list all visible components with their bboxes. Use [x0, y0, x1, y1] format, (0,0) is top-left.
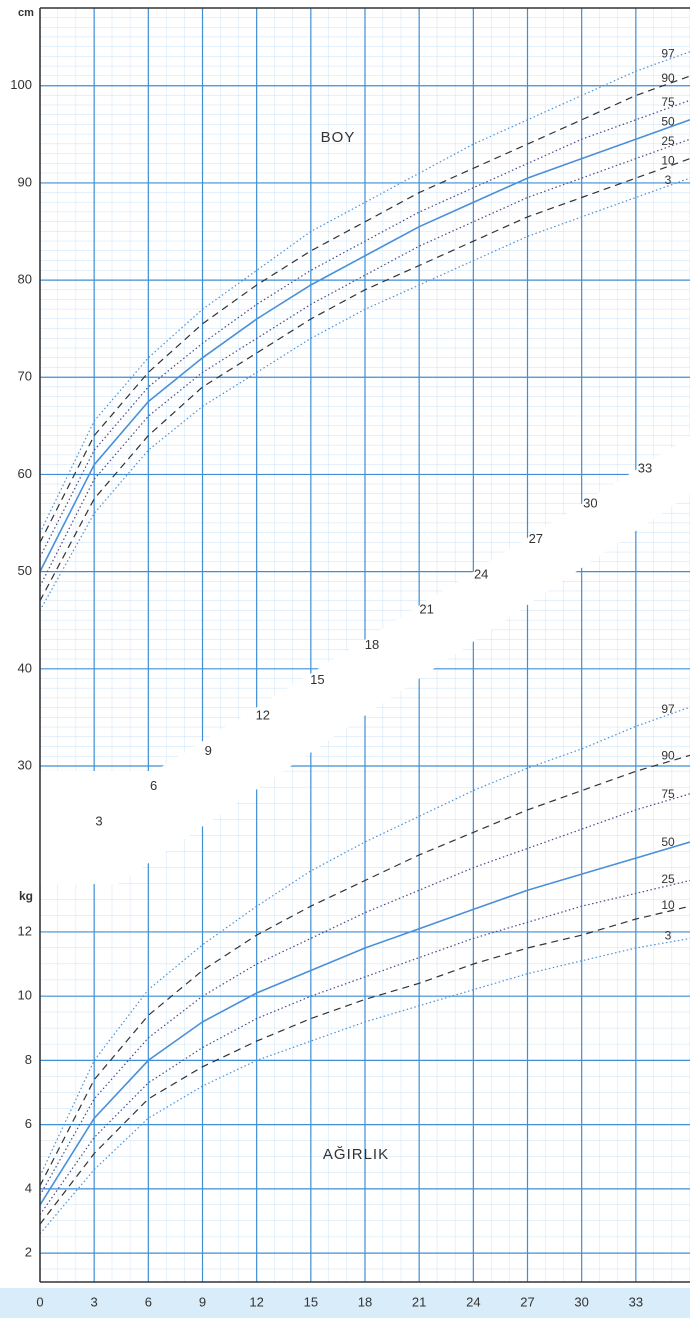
- percentile-label: 90: [661, 748, 675, 762]
- percentile-line: [39, 793, 690, 1196]
- x-tick-label: 9: [199, 1294, 206, 1309]
- percentile-line: [39, 177, 690, 611]
- percentile-label: 10: [661, 154, 675, 168]
- diagonal-label: 12: [256, 708, 270, 723]
- x-tick-label: 33: [629, 1294, 643, 1309]
- y-tick-label: 4: [25, 1180, 32, 1195]
- y-tick-label: 30: [18, 757, 32, 772]
- y-axis-unit: cm: [18, 7, 34, 19]
- diagonal-band: [40, 436, 690, 884]
- y-tick-label: 90: [18, 174, 32, 189]
- percentile-line: [39, 51, 690, 534]
- percentile-line: [39, 119, 690, 572]
- y-tick-label: 10: [18, 988, 32, 1003]
- y-tick-label: 40: [18, 660, 32, 675]
- diagonal-label: 15: [310, 672, 324, 687]
- diagonal-label: 6: [150, 778, 157, 793]
- percentile-line: [39, 879, 690, 1215]
- diagonal-label: 18: [365, 637, 379, 652]
- percentile-label: 75: [661, 95, 675, 109]
- diagonal-label: 27: [529, 531, 543, 546]
- y-tick-label: 100: [10, 77, 32, 92]
- y-tick-label: 60: [18, 466, 32, 481]
- percentile-label: 97: [661, 702, 675, 716]
- x-tick-label: 18: [358, 1294, 372, 1309]
- y-tick-label: 50: [18, 563, 32, 578]
- diagonal-label: 30: [583, 496, 597, 511]
- percentile-label: 97: [661, 47, 675, 61]
- percentile-label: 25: [661, 872, 675, 886]
- x-tick-label: 15: [304, 1294, 318, 1309]
- y-tick-label: 12: [18, 923, 32, 938]
- y-tick-label: 8: [25, 1052, 32, 1067]
- diagonal-label: 24: [474, 566, 488, 581]
- x-tick-label: 12: [249, 1294, 263, 1309]
- x-tick-label: 6: [145, 1294, 152, 1309]
- axis-band: [0, 1288, 690, 1318]
- y-tick-label: 70: [18, 369, 32, 384]
- x-tick-label: 0: [36, 1294, 43, 1309]
- panel-title: BOY: [321, 129, 356, 146]
- percentile-line: [39, 158, 690, 602]
- percentile-line: [39, 937, 690, 1235]
- percentile-label: 75: [661, 787, 675, 801]
- percentile-label: 50: [661, 115, 675, 129]
- percentile-label: 90: [661, 71, 675, 85]
- percentile-line: [39, 841, 690, 1206]
- diagonal-label: 33: [638, 460, 652, 475]
- x-tick-label: 27: [520, 1294, 534, 1309]
- y-tick-label: 6: [25, 1116, 32, 1131]
- percentile-label: 3: [665, 173, 672, 187]
- diagonal-label: 3: [95, 813, 102, 828]
- percentile-line: [39, 99, 690, 558]
- x-tick-label: 30: [574, 1294, 588, 1309]
- y-tick-label: 80: [18, 272, 32, 287]
- percentile-line: [39, 754, 690, 1186]
- percentile-label: 10: [661, 898, 675, 912]
- x-tick-label: 3: [91, 1294, 98, 1309]
- diagonal-label: 21: [419, 602, 433, 617]
- percentile-label: 50: [661, 835, 675, 849]
- percentile-label: 25: [661, 134, 675, 148]
- panel-title: AĞIRLIK: [323, 1146, 389, 1163]
- y-axis-unit: kg: [19, 889, 33, 903]
- x-tick-label: 24: [466, 1294, 480, 1309]
- percentile-label: 3: [665, 928, 672, 942]
- diagonal-label: 9: [205, 743, 212, 758]
- y-tick-label: 2: [25, 1245, 32, 1260]
- percentile-line: [39, 706, 690, 1177]
- x-tick-label: 21: [412, 1294, 426, 1309]
